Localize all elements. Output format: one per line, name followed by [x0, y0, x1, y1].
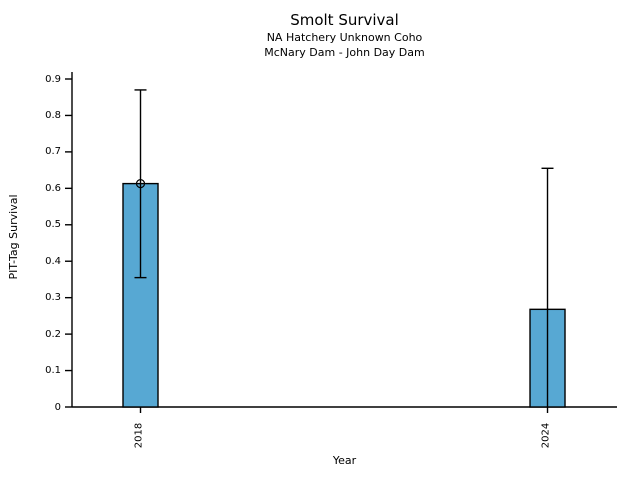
y-tick-label: 0.3: [45, 292, 61, 304]
y-tick-label: 0.9: [45, 73, 61, 85]
y-tick-label: 0.5: [45, 219, 61, 231]
y-tick-label: 0: [54, 401, 61, 413]
chart-subtitle-line2: McNary Dam - John Day Dam: [264, 46, 425, 59]
point-estimate-marker-2018: [135, 178, 146, 189]
y-tick-label: 0.1: [45, 365, 61, 377]
y-tick-label: 0.8: [45, 109, 61, 121]
y-tick-label: 0.6: [45, 182, 61, 194]
y-tick-label: 0.2: [45, 328, 61, 340]
chart-title: Smolt Survival: [290, 11, 399, 29]
y-axis-label: PIT-Tag Survival: [7, 194, 20, 280]
x-tick-label-2024: 2024: [540, 422, 552, 449]
x-tick-label-2018: 2018: [133, 422, 145, 449]
y-tick-label: 0.4: [45, 255, 61, 267]
x-axis-label: Year: [332, 454, 357, 467]
y-tick-label: 0.7: [45, 146, 61, 158]
chart-subtitle-line1: NA Hatchery Unknown Coho: [266, 31, 423, 44]
